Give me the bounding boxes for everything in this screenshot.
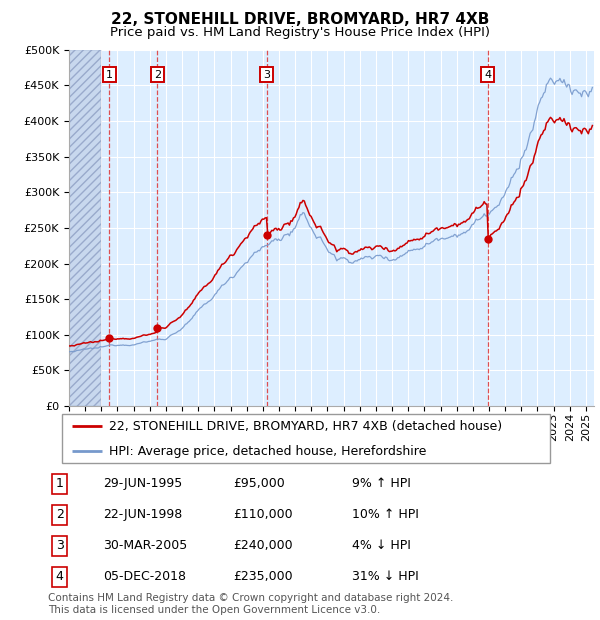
FancyBboxPatch shape [62,414,550,463]
Text: 1: 1 [56,477,64,490]
Text: Price paid vs. HM Land Registry's House Price Index (HPI): Price paid vs. HM Land Registry's House … [110,26,490,39]
Text: 22, STONEHILL DRIVE, BROMYARD, HR7 4XB (detached house): 22, STONEHILL DRIVE, BROMYARD, HR7 4XB (… [109,420,502,433]
Text: 4% ↓ HPI: 4% ↓ HPI [352,539,410,552]
Text: £235,000: £235,000 [233,570,292,583]
Text: £110,000: £110,000 [233,508,292,521]
Text: 10% ↑ HPI: 10% ↑ HPI [352,508,418,521]
Text: 2: 2 [154,69,161,79]
Text: HPI: Average price, detached house, Herefordshire: HPI: Average price, detached house, Here… [109,445,427,458]
Text: 3: 3 [56,539,64,552]
Text: 22-JUN-1998: 22-JUN-1998 [103,508,182,521]
Bar [69,50,101,406]
Text: 30-MAR-2005: 30-MAR-2005 [103,539,188,552]
Text: 31% ↓ HPI: 31% ↓ HPI [352,570,418,583]
Text: 4: 4 [56,570,64,583]
Text: 05-DEC-2018: 05-DEC-2018 [103,570,187,583]
Text: 4: 4 [484,69,491,79]
Text: Contains HM Land Registry data © Crown copyright and database right 2024.
This d: Contains HM Land Registry data © Crown c… [48,593,454,615]
Text: 2: 2 [56,508,64,521]
Text: £240,000: £240,000 [233,539,292,552]
Text: £95,000: £95,000 [233,477,284,490]
Text: 9% ↑ HPI: 9% ↑ HPI [352,477,410,490]
Text: 1: 1 [106,69,113,79]
Text: 3: 3 [263,69,270,79]
Text: 29-JUN-1995: 29-JUN-1995 [103,477,182,490]
Text: 22, STONEHILL DRIVE, BROMYARD, HR7 4XB: 22, STONEHILL DRIVE, BROMYARD, HR7 4XB [111,12,489,27]
